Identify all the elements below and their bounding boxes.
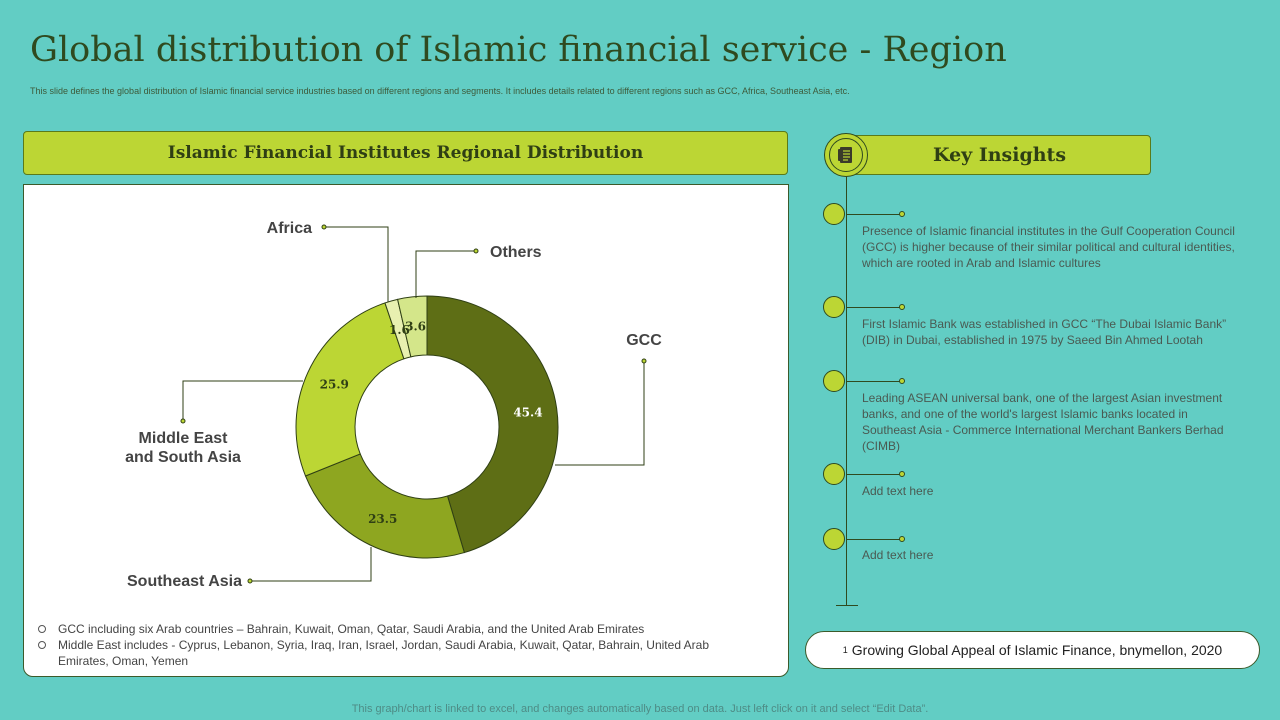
- leader-line: [324, 226, 389, 302]
- key-insights-header: Key Insights: [846, 135, 1151, 175]
- leader-line: [250, 547, 372, 582]
- key-insights-badge: [824, 133, 868, 177]
- bullet-icon: [38, 641, 46, 649]
- leader-line: [555, 361, 645, 466]
- note-text: Middle East includes - Cyprus, Lebanon, …: [58, 638, 710, 668]
- connector-dot: [899, 378, 905, 384]
- leader-dot: [247, 578, 253, 584]
- donut-slice: [304, 453, 465, 559]
- chart-header-label: Islamic Financial Institutes Regional Di…: [167, 143, 644, 163]
- timeline-node: [823, 528, 845, 550]
- note-text: GCC including six Arab countries – Bahra…: [58, 622, 645, 636]
- source-footnote-mark: 1: [842, 645, 848, 655]
- timeline-connector: [846, 381, 902, 382]
- footer-note: This graph/chart is linked to excel, and…: [351, 703, 929, 715]
- source-citation: 1 Growing Global Appeal of Islamic Finan…: [805, 631, 1260, 669]
- leader-dot: [180, 418, 186, 424]
- bullet-icon: [38, 625, 46, 633]
- document-list-icon: [838, 147, 852, 163]
- chart-notes: GCC including six Arab countries – Bahra…: [38, 621, 758, 669]
- slice-value-label: 1.6: [389, 323, 410, 337]
- category-label: and South Asia: [125, 449, 241, 466]
- insight-text: Add text here: [862, 484, 934, 498]
- timeline-connector: [846, 214, 902, 215]
- category-label: GCC: [626, 332, 662, 349]
- connector-dot: [899, 471, 905, 477]
- slice-value-label: 3.6: [405, 320, 426, 334]
- chart-header: Islamic Financial Institutes Regional Di…: [23, 131, 788, 175]
- donut-slice: [295, 302, 405, 477]
- slice-value-label: 25.9: [320, 377, 349, 391]
- insight-text: Leading ASEAN universal bank, one of the…: [862, 391, 1224, 453]
- category-label: Others: [490, 244, 542, 261]
- timeline-end: [836, 605, 858, 606]
- leader-dot: [321, 224, 327, 230]
- page-subtitle: This slide defines the global distributi…: [30, 86, 850, 96]
- page-title: Global distribution of Islamic financial…: [30, 30, 1007, 70]
- timeline-connector: [846, 539, 902, 540]
- source-text: Growing Global Appeal of Islamic Finance…: [851, 642, 1223, 658]
- category-label: Middle East: [139, 430, 229, 447]
- category-label: Africa: [267, 220, 312, 237]
- leader-line: [182, 380, 303, 421]
- connector-dot: [899, 536, 905, 542]
- donut-slice: [397, 295, 428, 358]
- donut-slice: [426, 295, 559, 554]
- slice-value-label: 45.4: [513, 405, 542, 419]
- leader-line: [415, 250, 476, 298]
- timeline-node: [823, 463, 845, 485]
- insight-text: Add text here: [862, 548, 934, 562]
- slice-value-label: 23.5: [368, 512, 397, 526]
- timeline-line: [846, 176, 847, 606]
- timeline-connector: [846, 474, 902, 475]
- connector-dot: [899, 304, 905, 310]
- timeline-node: [823, 203, 845, 225]
- insight-text: First Islamic Bank was established in GC…: [862, 317, 1227, 347]
- leader-dot: [641, 358, 647, 364]
- timeline-node: [823, 296, 845, 318]
- note-item: GCC including six Arab countries – Bahra…: [38, 621, 758, 637]
- connector-dot: [899, 211, 905, 217]
- timeline-node: [823, 370, 845, 392]
- key-insights-title: Key Insights: [932, 144, 1067, 166]
- note-item: Middle East includes - Cyprus, Lebanon, …: [38, 637, 758, 669]
- chart-panel[interactable]: 45.4 23.5 25.9 1.6 3.6 GCC Southeast Asia Middl…: [23, 184, 789, 677]
- category-label: Southeast Asia: [127, 573, 242, 590]
- insight-text: Presence of Islamic financial institutes…: [862, 224, 1235, 270]
- timeline-connector: [846, 307, 902, 308]
- leader-dot: [473, 248, 479, 254]
- donut-chart[interactable]: 45.4 23.5 25.9 1.63.6 GCC Southeast Asia Middl…: [24, 185, 788, 615]
